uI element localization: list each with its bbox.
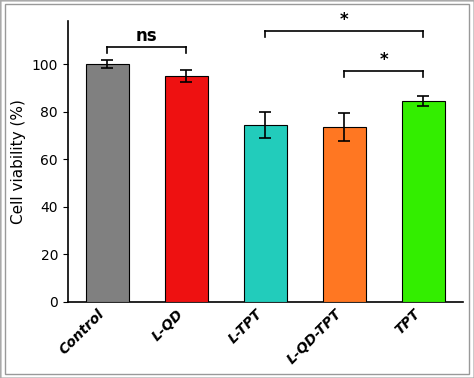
- Text: ns: ns: [136, 28, 158, 45]
- Y-axis label: Cell viability (%): Cell viability (%): [11, 99, 26, 224]
- Text: *: *: [340, 11, 348, 29]
- Bar: [164, 76, 208, 302]
- Bar: [323, 127, 366, 302]
- Text: *: *: [379, 51, 388, 69]
- Bar: [244, 125, 287, 302]
- Bar: [86, 64, 129, 302]
- Bar: [401, 101, 445, 302]
